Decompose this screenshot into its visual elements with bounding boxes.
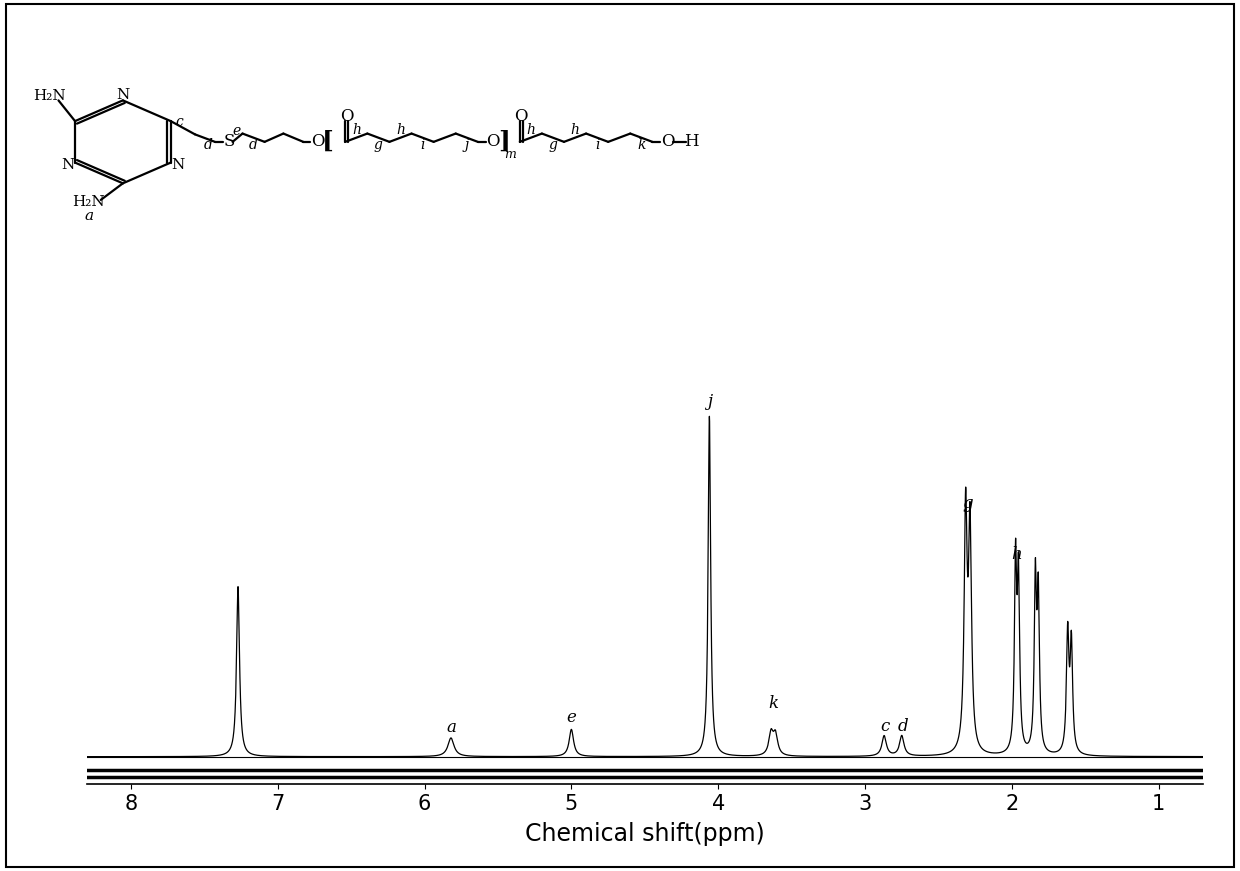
X-axis label: Chemical shift(ppm): Chemical shift(ppm) [525,822,765,846]
Text: d: d [898,718,909,734]
Text: a: a [84,209,93,223]
Text: O: O [340,108,353,125]
Text: O: O [661,133,675,151]
Text: N: N [117,88,129,102]
Text: g: g [548,138,558,152]
Text: H₂N: H₂N [72,194,105,208]
Text: N: N [62,159,74,172]
Text: i: i [595,138,599,152]
Text: m: m [503,148,516,161]
Text: h: h [527,123,536,138]
Text: h: h [352,123,361,138]
Text: O: O [486,133,500,151]
Text: O: O [515,108,528,125]
Text: H: H [683,133,698,151]
Text: k: k [637,138,646,152]
Text: e: e [232,124,241,138]
Text: j: j [465,138,469,152]
Text: d: d [249,138,258,152]
Text: h: h [1012,546,1023,563]
Text: h: h [396,123,405,138]
Text: k: k [769,695,779,712]
Text: j: j [707,393,712,409]
Text: O: O [311,133,325,151]
Text: ]: ] [498,130,511,154]
Text: h: h [570,123,579,138]
Text: i: i [420,138,425,152]
Text: c: c [880,718,889,734]
Text: g: g [374,138,383,152]
Text: S: S [223,133,234,151]
Text: [: [ [321,130,334,154]
Text: a: a [446,719,456,736]
Text: N: N [171,159,184,172]
Text: e: e [567,709,577,726]
Text: c: c [176,115,184,129]
Text: d: d [203,138,213,152]
Text: H₂N: H₂N [33,89,66,104]
Text: g: g [962,495,973,512]
